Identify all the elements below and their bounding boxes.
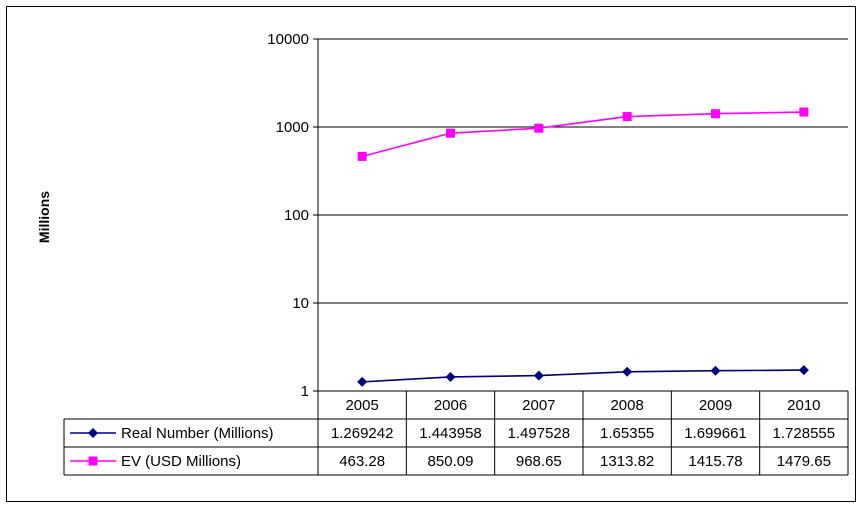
data-point-0-5 bbox=[798, 365, 809, 376]
x-tick-label: 2009 bbox=[699, 397, 732, 414]
data-label: 1.269242 bbox=[331, 425, 394, 442]
data-label: 850.09 bbox=[428, 453, 474, 470]
y-tick-label: 1 bbox=[301, 383, 309, 400]
data-label: 463.28 bbox=[339, 453, 385, 470]
x-tick-label: 2007 bbox=[522, 397, 555, 414]
legend-label-0: Real Number (Millions) bbox=[121, 425, 274, 442]
legend-label-1: EV (USD Millions) bbox=[121, 453, 241, 470]
data-label: 1.65355 bbox=[600, 425, 654, 442]
data-label: 1.728555 bbox=[773, 425, 836, 442]
data-point-1-3 bbox=[622, 112, 632, 122]
data-point-1-5 bbox=[799, 107, 809, 117]
data-point-0-1 bbox=[445, 371, 456, 382]
data-label: 968.65 bbox=[516, 453, 562, 470]
series-line-0 bbox=[362, 369, 804, 383]
data-point-1-0 bbox=[357, 151, 367, 161]
y-axis-label: Millions bbox=[36, 191, 52, 243]
data-label: 1.443958 bbox=[419, 425, 482, 442]
y-tick-label: 10000 bbox=[267, 31, 309, 48]
data-point-1-1 bbox=[446, 128, 455, 138]
data-point-0-4 bbox=[710, 365, 721, 376]
data-point-1-4 bbox=[711, 109, 720, 119]
x-tick-label: 2008 bbox=[610, 397, 643, 414]
x-tick-label: 2005 bbox=[345, 397, 378, 414]
data-label: 1415.78 bbox=[688, 453, 742, 470]
y-tick-label: 1000 bbox=[276, 119, 309, 136]
legend-marker-0 bbox=[88, 428, 98, 438]
data-label: 1.699661 bbox=[684, 425, 747, 442]
y-axis-ticks: 10000 1000 100 10 1 bbox=[267, 31, 318, 400]
gridlines bbox=[318, 38, 848, 304]
y-tick-label: 100 bbox=[284, 207, 309, 224]
data-label: 1479.65 bbox=[777, 453, 831, 470]
x-tick-label: 2006 bbox=[434, 397, 467, 414]
y-tick-label: 10 bbox=[292, 295, 309, 312]
data-point-0-2 bbox=[533, 370, 544, 381]
legend-marker-1 bbox=[88, 456, 98, 466]
data-label: 1313.82 bbox=[600, 453, 654, 470]
data-point-0-3 bbox=[622, 366, 633, 377]
series-layer bbox=[357, 107, 809, 387]
series-line-1 bbox=[361, 111, 804, 158]
data-table: 2005 2006 2007 2008 2009 2010 Real Number (Mil… bbox=[63, 390, 849, 476]
data-label: 1.497528 bbox=[508, 425, 571, 442]
data-point-1-2 bbox=[534, 123, 544, 133]
data-point-0-0 bbox=[357, 376, 368, 387]
x-tick-label: 2010 bbox=[787, 397, 820, 414]
